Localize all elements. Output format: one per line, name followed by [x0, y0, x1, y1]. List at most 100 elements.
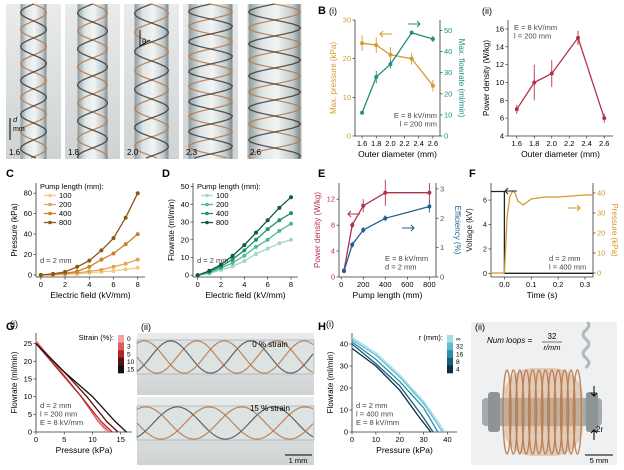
x-tick-label: 2.0 — [385, 139, 395, 148]
y-tick-label-right: 0 — [597, 269, 601, 278]
y-tick-label-right: 30 — [597, 209, 605, 218]
legend-tick-label: 15 — [127, 366, 135, 373]
lead-tube — [581, 321, 591, 370]
series-line-0 — [351, 336, 446, 433]
annotation: d = 2 mm — [197, 256, 228, 265]
x-tick-label: 200 — [357, 280, 370, 289]
y-tick-label-right: 0 — [444, 132, 448, 141]
x-tick-label: 2.2 — [564, 139, 574, 148]
series-line-1 — [491, 189, 593, 274]
data-point — [383, 190, 388, 195]
tube-electrode — [136, 340, 314, 374]
y-tick-label: 40 — [181, 200, 189, 209]
data-point — [602, 116, 607, 121]
y-tick-label: 4 — [483, 220, 487, 229]
y-tick-label: 4 — [500, 132, 504, 141]
y-tick-label: 30 — [181, 218, 189, 227]
y-axis-label: Max. pressure (kPa) — [329, 42, 338, 114]
helical-electrode — [187, 3, 234, 159]
legend-color-cell — [118, 335, 124, 343]
data-point — [277, 218, 282, 223]
x-tick-label: 0 — [339, 280, 343, 289]
panel-letter-d: D — [162, 168, 170, 180]
y-tick-label-right: 20 — [597, 229, 605, 238]
scale-label-mm: mm — [13, 126, 25, 133]
x-tick-label: 10 — [88, 435, 96, 444]
coil-loop — [508, 369, 519, 455]
data-point — [277, 205, 282, 210]
legend-title: r (mm): — [419, 333, 443, 342]
x-tick-label: 600 — [401, 280, 414, 289]
y-axis-label: Flowrate (ml/min) — [10, 351, 19, 413]
x-tick-label: 0.1 — [526, 280, 536, 289]
legend-label: 800 — [59, 218, 72, 227]
y-tick-label: 16 — [496, 24, 504, 33]
y-axis-label: Pressure (kPa) — [10, 203, 19, 257]
y-tick-label: 20 — [340, 384, 348, 393]
x-tick-label: 30 — [419, 435, 427, 444]
annotation: E = 8 kV/mm — [514, 23, 557, 32]
x-tick-label: 4 — [87, 280, 91, 289]
end-cap-right — [586, 392, 598, 432]
x-tick-label: 2.4 — [582, 139, 592, 148]
data-point — [289, 221, 293, 226]
x-axis-label: Pump length (mm) — [353, 290, 423, 300]
data-point — [195, 273, 200, 278]
annotation: d = 2 mm — [549, 254, 580, 263]
data-point — [135, 191, 140, 196]
y-tick-label: 20 — [343, 54, 351, 63]
annotation: E = 8 kV/mm — [394, 111, 437, 120]
arrow-left-axis — [379, 30, 392, 38]
data-point — [111, 268, 116, 273]
chart-h-i: 0 10 20 30 40 0 10 20 30 40 Pressure (kPa) Flowrate… — [326, 319, 464, 455]
data-point — [289, 195, 293, 200]
arrow-left-axis — [347, 210, 360, 218]
data-point — [135, 232, 140, 237]
data-point — [135, 257, 140, 262]
x-tick-label: 15 — [117, 435, 125, 444]
x-tick-label: 400 — [379, 280, 392, 289]
x-tick-label: 8 — [136, 280, 140, 289]
coil-loop — [527, 369, 538, 455]
tube-electrode — [136, 406, 314, 440]
annotation: l = 400 mm — [549, 263, 586, 272]
x-axis-label: Electric field (kV/mm) — [205, 290, 285, 300]
data-point — [99, 248, 104, 253]
tube-body — [77, 4, 108, 159]
data-point — [374, 74, 379, 79]
x-tick-label: 0 — [34, 435, 38, 444]
y-tick-label-right: 30 — [444, 68, 452, 77]
x-tick-label: 2 — [219, 280, 223, 289]
data-point — [409, 30, 414, 35]
tube-electrode — [136, 406, 314, 440]
data-point — [388, 62, 393, 67]
series-line-4 — [351, 347, 432, 433]
series-line-2 — [35, 343, 113, 433]
data-point — [427, 204, 432, 209]
legend-color-cell — [447, 357, 453, 366]
y-tick-label-right: 40 — [444, 47, 452, 56]
y-tick-label-right: 50 — [444, 26, 452, 35]
arrow-label-2r: 2r — [596, 425, 603, 434]
legend-color-cell — [118, 342, 124, 351]
y-tick-label: 20 — [181, 235, 189, 244]
data-point — [361, 203, 366, 208]
y-tick-label: 0 — [28, 428, 32, 437]
panel-a-tube-photos: 1.6 1.8 2.0 2.3 2.6 d mm θ — [6, 3, 302, 159]
legend-tick-label: 0 — [127, 336, 131, 343]
annotation: d = 2 mm — [40, 401, 71, 410]
x-axis-label: Pressure (kPa) — [56, 445, 113, 455]
arrow-right-axis — [408, 20, 421, 28]
helical-electrode — [187, 3, 234, 159]
helical-electrode — [247, 3, 302, 159]
y-axis-label-right: Efficiency (%) — [453, 206, 462, 255]
caption-0-strain: 0 % strain — [252, 340, 288, 349]
x-tick-label: 4 — [242, 280, 246, 289]
data-point — [123, 261, 128, 266]
coil-loop — [572, 369, 583, 455]
x-tick-label: 2.6 — [428, 139, 438, 148]
series-line-4 — [35, 343, 127, 433]
data-point — [265, 237, 270, 242]
